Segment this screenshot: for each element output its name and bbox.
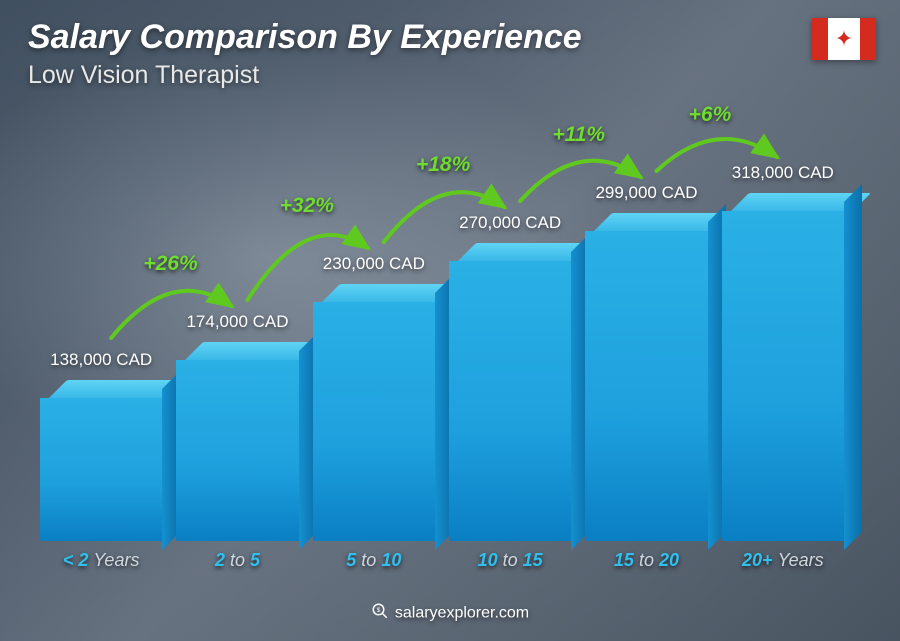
- pct-badge: +11%: [552, 123, 605, 147]
- page-subtitle: Low Vision Therapist: [28, 61, 872, 90]
- bar-0: 138,000 CAD: [40, 350, 162, 541]
- bar-3d: [40, 380, 162, 541]
- bar-value-label: 174,000 CAD: [186, 312, 288, 332]
- bar-3d: [176, 342, 298, 541]
- bar-4: 299,000 CAD: [585, 183, 707, 541]
- pct-badge: +26%: [143, 252, 197, 276]
- bar-front-face: [313, 302, 435, 541]
- bar-1: 174,000 CAD: [176, 312, 298, 541]
- bars-container: 138,000 CAD 174,000 CAD 230,000 CAD 270,000…: [40, 120, 844, 541]
- bar-front-face: [722, 211, 844, 541]
- x-label: 20+ Years: [722, 550, 844, 571]
- flag-red-right: [860, 18, 876, 60]
- header: Salary Comparison By Experience Low Visi…: [28, 18, 872, 90]
- x-label: < 2 Years: [40, 550, 162, 571]
- bar-front-face: [176, 360, 298, 541]
- bar-front-face: [585, 231, 707, 541]
- bar-3: 270,000 CAD: [449, 213, 571, 541]
- salary-bar-chart: 138,000 CAD 174,000 CAD 230,000 CAD 270,000…: [40, 120, 844, 571]
- footer-site: salaryexplorer.com: [395, 605, 529, 622]
- pct-badge: +32%: [280, 194, 334, 218]
- magnify-dollar-icon: $: [371, 602, 389, 625]
- bar-value-label: 270,000 CAD: [459, 213, 561, 233]
- bar-2: 230,000 CAD: [313, 254, 435, 541]
- bar-5: 318,000 CAD: [722, 163, 844, 541]
- bar-value-label: 138,000 CAD: [50, 350, 152, 370]
- pct-badge: +18%: [416, 153, 470, 177]
- pct-badge: +6%: [689, 103, 732, 127]
- x-label: 10 to 15: [449, 550, 571, 571]
- bar-3d: [449, 243, 571, 541]
- x-label: 15 to 20: [585, 550, 707, 571]
- bar-side-face: [844, 184, 862, 550]
- x-labels-container: < 2 Years 2 to 5 5 to 10 10 to 15 15 to 20 20…: [40, 550, 844, 571]
- flag-red-left: [812, 18, 828, 60]
- bar-value-label: 318,000 CAD: [732, 163, 834, 183]
- maple-leaf-icon: ✦: [835, 28, 853, 50]
- bar-3d: [313, 284, 435, 541]
- bar-value-label: 299,000 CAD: [595, 183, 697, 203]
- footer: $ salaryexplorer.com: [0, 602, 900, 625]
- page-title: Salary Comparison By Experience: [28, 18, 872, 57]
- bar-front-face: [40, 398, 162, 541]
- bar-value-label: 230,000 CAD: [323, 254, 425, 274]
- bar-3d: [722, 193, 844, 541]
- bar-3d: [585, 213, 707, 541]
- x-label: 2 to 5: [176, 550, 298, 571]
- flag-white: ✦: [828, 18, 860, 60]
- x-label: 5 to 10: [313, 550, 435, 571]
- bar-front-face: [449, 261, 571, 541]
- svg-text:$: $: [376, 607, 380, 614]
- flag-canada: ✦: [812, 18, 876, 60]
